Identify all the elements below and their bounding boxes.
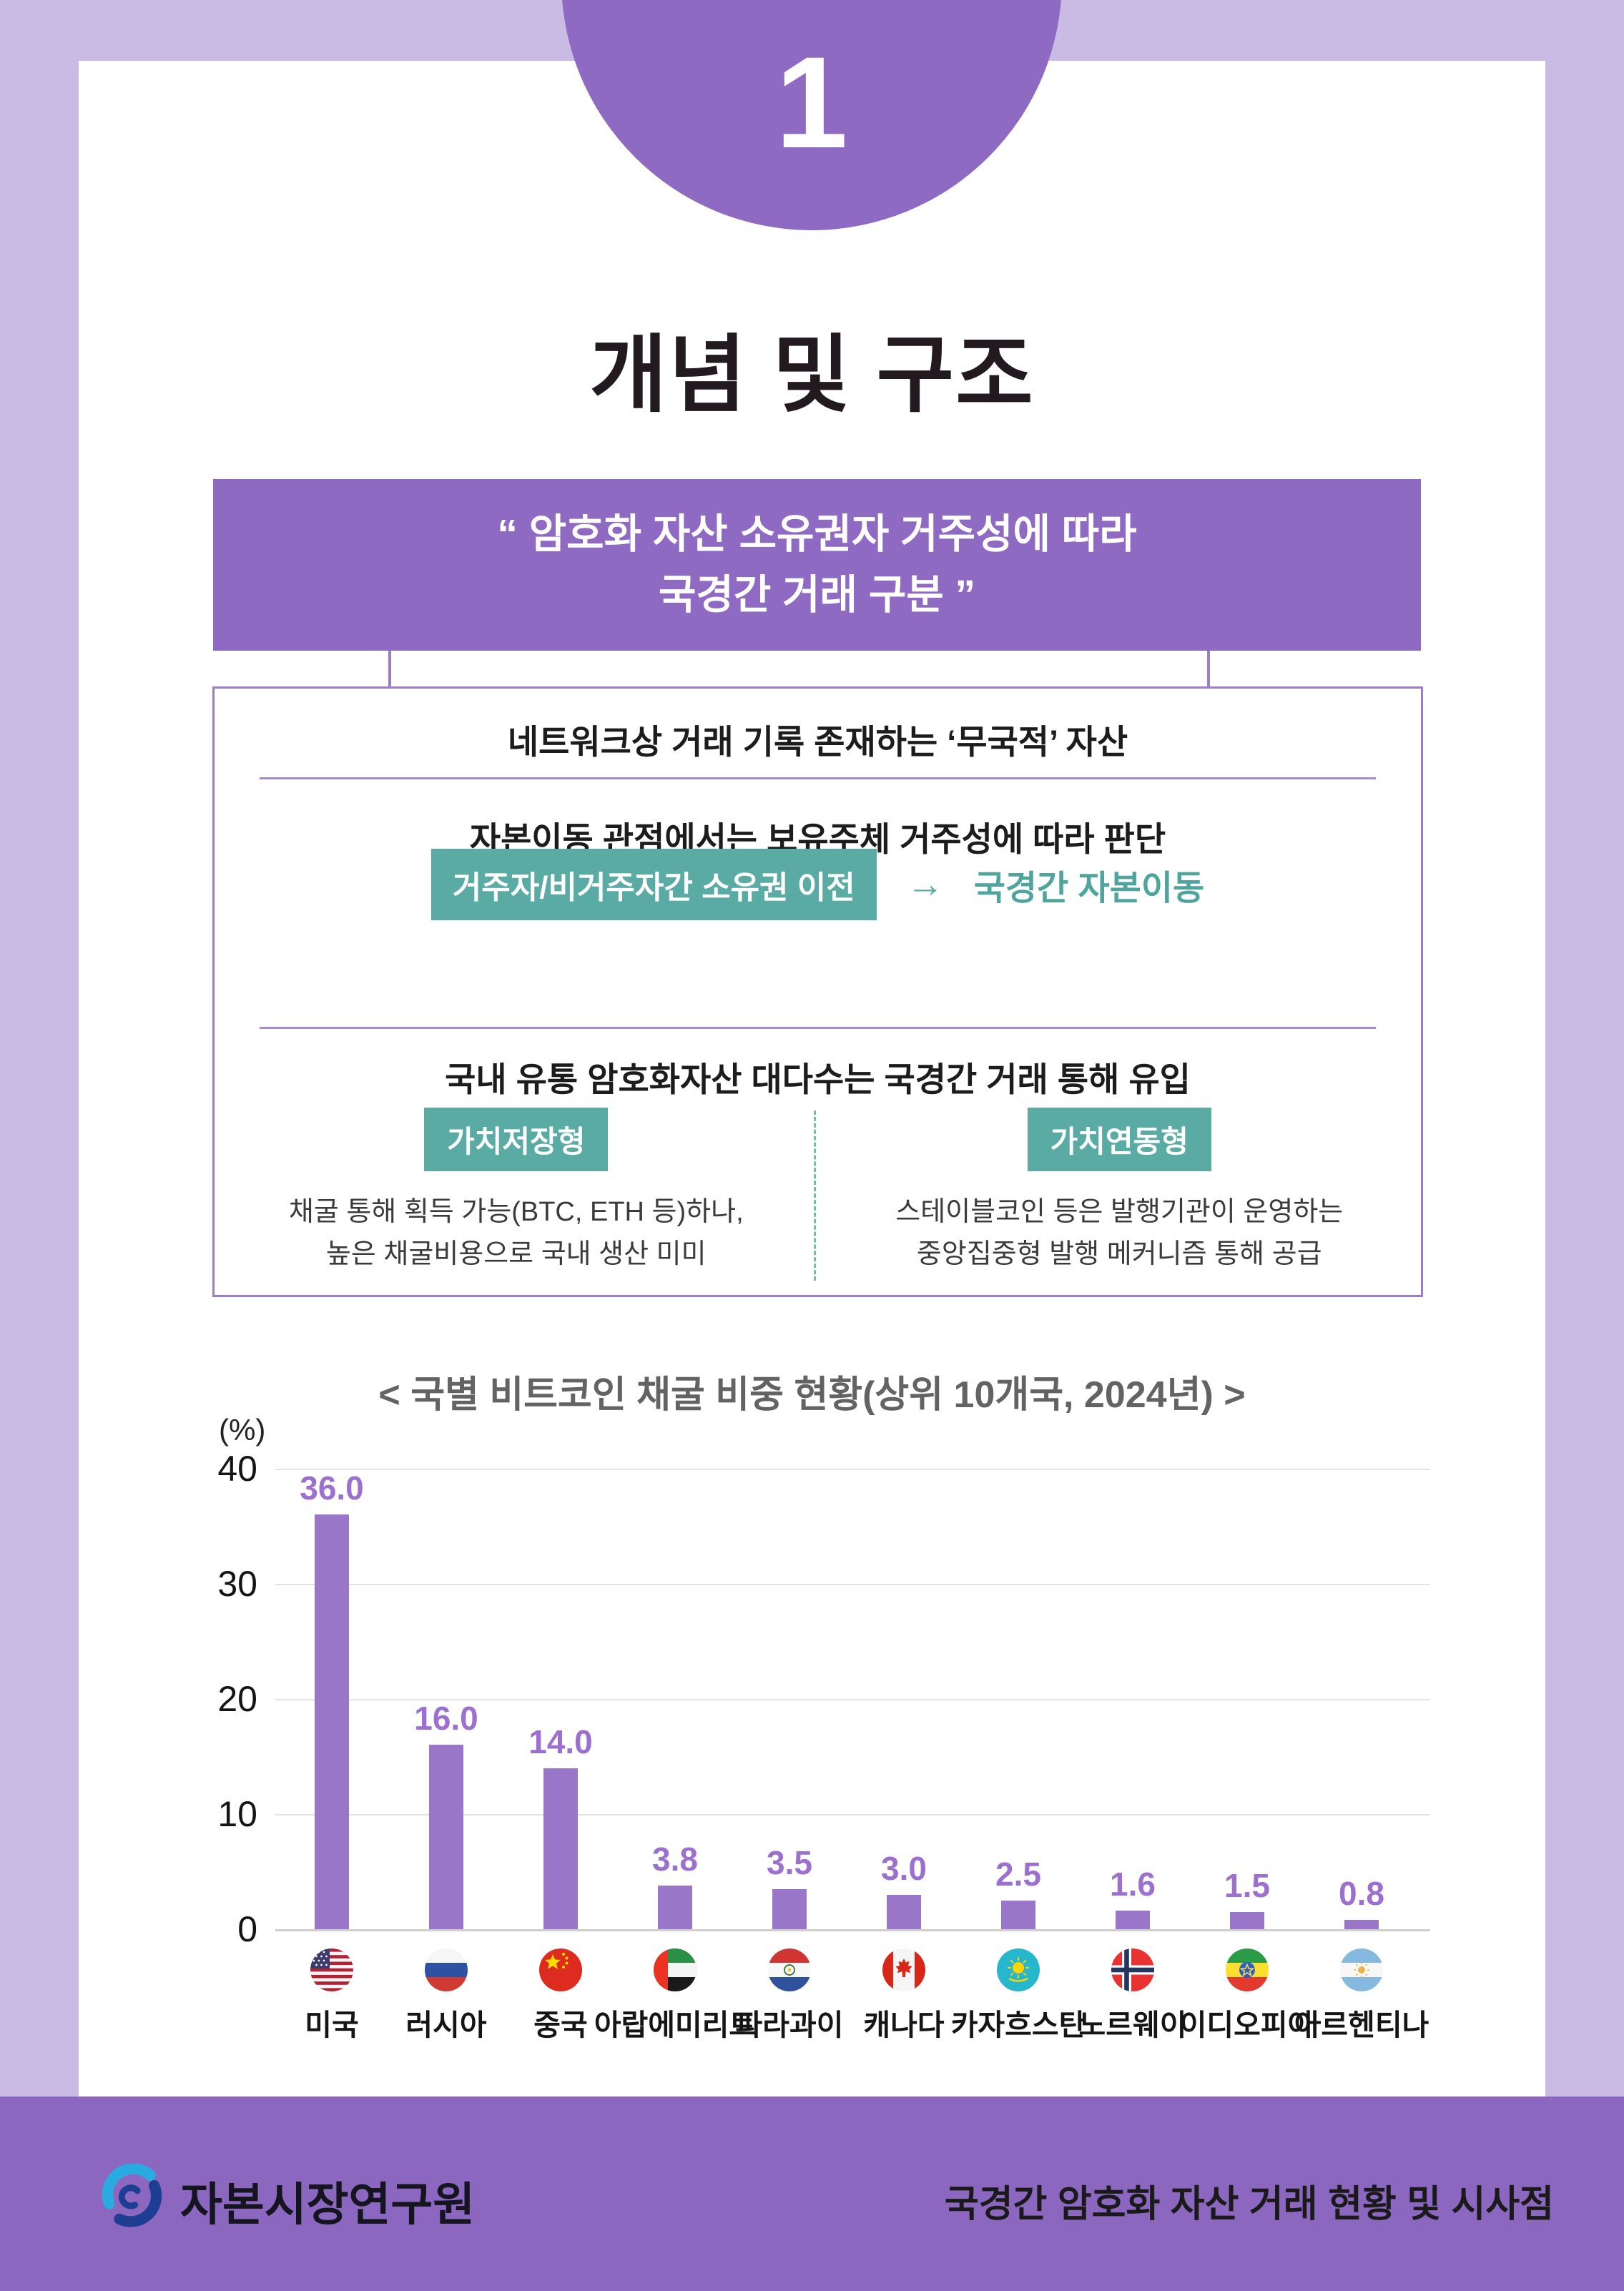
chart-unit-label: (%) xyxy=(219,1413,266,1447)
flag-russia-icon xyxy=(425,1948,468,1991)
bar-ethiopia xyxy=(1230,1911,1264,1929)
category-label-usa: 미국 xyxy=(305,2009,359,2041)
connector-line-left xyxy=(388,651,391,688)
info-divider-1 xyxy=(260,777,1376,779)
bar-value-label-usa: 36.0 xyxy=(300,1469,364,1507)
category-label-canada: 캐나다 xyxy=(863,2009,945,2041)
flag-kazakhstan-icon xyxy=(997,1948,1040,1991)
ownership-transfer-badge: 거주자/비거주자간 소유권 이전 xyxy=(430,849,877,920)
concept-info-box: 네트워크상 거래 기록 존재하는 ‘무국적’ 자산 자본이동 관점에서는 보유주… xyxy=(212,686,1423,1297)
quote-banner: “ 암호화 자산 소유권자 거주성에 따라 국경간 거래 구분 ” xyxy=(213,479,1421,651)
quote-line-2: 국경간 거래 구분 ” xyxy=(658,572,976,618)
bar-value-label-norway: 1.6 xyxy=(1110,1866,1156,1903)
flag-norway-icon xyxy=(1111,1948,1154,1991)
y-tick-label-40: 40 xyxy=(217,1449,257,1489)
category-label-norway: 노르웨이 xyxy=(1078,2009,1187,2041)
ownership-transfer-row: 거주자/비거주자간 소유권 이전 → 국경간 자본이동 xyxy=(215,849,1421,920)
page-title: 개념 및 구조 xyxy=(589,328,1035,423)
bar-usa xyxy=(315,1514,349,1929)
value-pegged-line-1: 스테이블코인 등은 발행기관이 운영하는 xyxy=(895,1197,1344,1227)
bar-kazakhstan xyxy=(1001,1900,1035,1929)
store-of-value-badge: 가치저장형 xyxy=(424,1108,609,1171)
type-column-divider xyxy=(814,1110,816,1281)
bar-value-label-kazakhstan: 2.5 xyxy=(995,1855,1041,1893)
quote-line-1: “ 암호화 자산 소유권자 거주성에 따라 xyxy=(497,511,1137,557)
store-of-value-line-2: 높은 채굴비용으로 국내 생산 미미 xyxy=(325,1238,707,1269)
gridline-10 xyxy=(275,1814,1430,1815)
bar-norway xyxy=(1116,1911,1150,1929)
gridline-30 xyxy=(275,1584,1430,1585)
info-row-stateless-asset: 네트워크상 거래 기록 존재하는 ‘무국적’ 자산 xyxy=(507,723,1128,761)
bar-uae xyxy=(658,1885,692,1929)
bar-china xyxy=(543,1768,578,1929)
flag-usa-icon xyxy=(310,1948,353,1991)
bar-value-label-uae: 3.8 xyxy=(652,1840,698,1878)
store-of-value-text: 채굴 통해 획득 가능(BTC, ETH 등)하나, 높은 채굴비용으로 국내 … xyxy=(289,1191,744,1276)
value-pegged-text: 스테이블코인 등은 발행기관이 운영하는 중앙집중형 발행 메커니즘 통해 공급 xyxy=(895,1191,1343,1276)
bar-value-label-canada: 3.0 xyxy=(881,1849,927,1887)
category-label-ethiopia: 이디오피아 xyxy=(1179,2009,1315,2041)
org-name: 자본시장연구원 xyxy=(180,2179,476,2230)
arrow-right-icon: → xyxy=(906,864,944,905)
gridline-40 xyxy=(275,1469,1430,1470)
category-label-russia: 러시아 xyxy=(405,2009,487,2041)
flag-china-icon xyxy=(539,1948,582,1991)
bar-value-label-ethiopia: 1.5 xyxy=(1224,1866,1270,1904)
capital-flow-label: 국경간 자본이동 xyxy=(973,869,1205,907)
flag-uae-icon xyxy=(654,1948,697,1991)
category-label-uae: 아랍에미리트 xyxy=(594,2009,757,2041)
connector-line-right xyxy=(1207,651,1210,688)
category-label-paraguay: 파라과이 xyxy=(735,2009,844,2041)
section-number: 1 xyxy=(775,29,848,175)
bar-argentina xyxy=(1344,1920,1379,1929)
category-label-kazakhstan: 카자흐스탄 xyxy=(950,2009,1086,2041)
bar-value-label-china: 14.0 xyxy=(528,1723,593,1760)
footer-bar: 자본시장연구원 국경간 암호화 자산 거래 현황 및 시사점 xyxy=(0,2097,1624,2291)
doc-title: 국경간 암호화 자산 거래 현황 및 시사점 xyxy=(944,2184,1554,2225)
y-tick-label-30: 30 xyxy=(217,1564,257,1604)
bar-value-label-paraguay: 3.5 xyxy=(767,1843,812,1881)
flag-paraguay-icon xyxy=(768,1948,811,1991)
value-pegged-column: 가치연동형 스테이블코인 등은 발행기관이 운영하는 중앙집중형 발행 메커니즘… xyxy=(818,1105,1422,1276)
chart-title: < 국별 비트코인 채굴 비중 현황(상위 10개국, 2024년) > xyxy=(378,1374,1246,1416)
kcmi-logo-icon xyxy=(100,2164,164,2228)
flag-ethiopia-icon xyxy=(1226,1948,1269,1991)
bar-paraguay xyxy=(772,1888,807,1929)
x-axis-line xyxy=(275,1929,1430,1931)
category-label-argentina: 아르헨티나 xyxy=(1294,2009,1429,2041)
asset-type-columns: 가치저장형 채굴 통해 획득 가능(BTC, ETH 등)하나, 높은 채굴비용… xyxy=(215,1105,1421,1276)
store-of-value-column: 가치저장형 채굴 통해 획득 가능(BTC, ETH 등)하나, 높은 채굴비용… xyxy=(215,1105,818,1276)
category-label-china: 중국 xyxy=(533,2009,588,2041)
bar-value-label-argentina: 0.8 xyxy=(1339,1875,1384,1913)
flag-canada-icon xyxy=(882,1948,925,1991)
y-tick-label-10: 10 xyxy=(217,1794,257,1834)
y-tick-label-0: 0 xyxy=(237,1909,257,1949)
value-pegged-line-2: 중앙집중형 발행 메커니즘 통해 공급 xyxy=(916,1238,1322,1269)
bar-canada xyxy=(887,1894,921,1929)
gridline-20 xyxy=(275,1699,1430,1700)
y-tick-label-20: 20 xyxy=(217,1679,257,1719)
store-of-value-line-1: 채굴 통해 획득 가능(BTC, ETH 등)하나, xyxy=(288,1197,744,1227)
info-divider-2 xyxy=(260,1027,1376,1029)
value-pegged-badge: 가치연동형 xyxy=(1027,1108,1211,1171)
bar-russia xyxy=(429,1745,463,1929)
info-row-inflow: 국내 유통 암호화자산 대다수는 국경간 거래 통해 유입 xyxy=(445,1060,1191,1098)
bar-value-label-russia: 16.0 xyxy=(414,1700,478,1738)
flag-argentina-icon xyxy=(1340,1948,1383,1991)
